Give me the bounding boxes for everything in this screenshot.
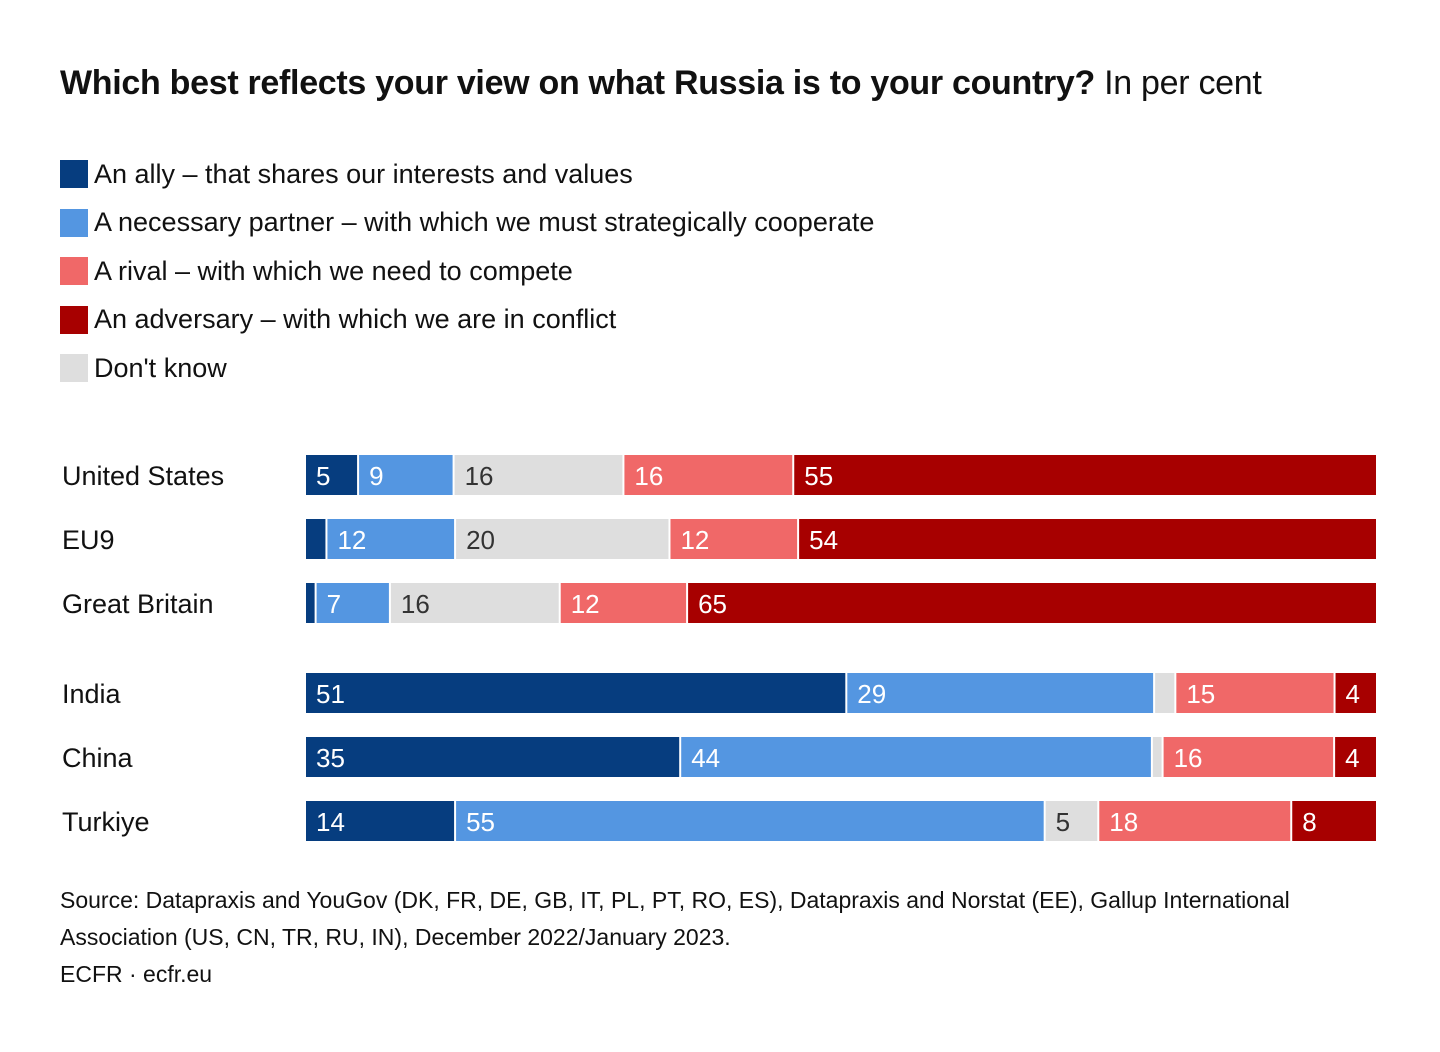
row-label-india: India	[62, 679, 122, 709]
legend-label-ally: An ally – that shares our interests and …	[94, 158, 633, 189]
legend-label-adversary: An adversary – with which we are in conf…	[94, 304, 617, 335]
footer: Source: Datapraxis and YouGov (DK, FR, D…	[60, 882, 1360, 993]
bar-segment-china-partner	[681, 737, 1151, 777]
value-label-india-rival: 15	[1186, 679, 1215, 709]
legend-swatch-rival	[60, 257, 88, 286]
bar-segment-china-dontknow	[1152, 737, 1162, 777]
bar-segment-united-states-rival	[624, 455, 793, 495]
bar-segment-united-states-ally	[306, 455, 358, 495]
bar-segment-india-partner	[847, 673, 1154, 713]
bar-segment-china-adversary	[1335, 737, 1376, 777]
value-label-united-states-partner: 9	[369, 461, 383, 491]
legend-label-partner: A necessary partner – with which we must…	[94, 207, 875, 238]
bar-segment-india-ally	[306, 673, 846, 713]
value-label-turkiye-dontknow: 5	[1056, 807, 1070, 837]
bar-segment-great-britain-adversary	[688, 583, 1376, 623]
legend-item-ally: An ally – that shares our interests and …	[60, 150, 874, 199]
bar-segment-united-states-dontknow	[454, 455, 623, 495]
legend-label-dontknow: Don't know	[94, 352, 227, 383]
bar-segment-eu9-adversary	[799, 519, 1376, 559]
bar-segment-turkiye-ally	[306, 801, 455, 841]
value-label-eu9-rival: 12	[680, 525, 709, 555]
value-label-united-states-ally: 5	[316, 461, 330, 491]
bar-segment-eu9-dontknow	[456, 519, 669, 559]
value-label-eu9-dontknow: 20	[466, 525, 495, 555]
chart-title-main: Which best reflects your view on what Ru…	[60, 64, 1095, 102]
bar-segment-turkiye-dontknow	[1045, 801, 1098, 841]
bar-segment-united-states-partner	[359, 455, 453, 495]
row-label-great-britain: Great Britain	[62, 589, 214, 619]
value-label-great-britain-adversary: 65	[698, 589, 727, 619]
chart-title-sub: In per cent	[1104, 64, 1262, 102]
value-label-china-partner: 44	[691, 743, 720, 773]
credit: ECFR · ecfr.eu	[60, 961, 213, 987]
legend: An ally – that shares our interests and …	[60, 150, 874, 393]
bar-segment-great-britain-rival	[560, 583, 687, 623]
legend-item-rival: A rival – with which we need to compete	[60, 247, 874, 296]
value-label-india-adversary: 4	[1346, 679, 1360, 709]
bar-segment-india-rival	[1176, 673, 1334, 713]
legend-swatch-dontknow	[60, 354, 88, 383]
legend-swatch-partner	[60, 208, 88, 237]
legend-item-adversary: An adversary – with which we are in conf…	[60, 296, 874, 345]
bar-segment-turkiye-adversary	[1292, 801, 1376, 841]
bar-segment-turkiye-partner	[456, 801, 1044, 841]
chart-title: Which best reflects your view on what Ru…	[60, 64, 1262, 103]
value-label-turkiye-adversary: 8	[1302, 807, 1316, 837]
bar-segment-eu9-rival	[670, 519, 798, 559]
source-note: Source: Datapraxis and YouGov (DK, FR, D…	[60, 887, 1290, 950]
value-label-eu9-adversary: 54	[809, 525, 838, 555]
legend-swatch-ally	[60, 160, 88, 189]
bar-segment-united-states-adversary	[794, 455, 1376, 495]
row-label-eu9: EU9	[62, 525, 115, 555]
bar-segment-great-britain-dontknow	[390, 583, 559, 623]
bar-segment-great-britain-ally	[306, 583, 315, 623]
legend-item-partner: A necessary partner – with which we must…	[60, 199, 874, 248]
value-label-eu9-partner: 12	[337, 525, 366, 555]
value-label-united-states-dontknow: 16	[465, 461, 494, 491]
bar-segment-india-adversary	[1335, 673, 1376, 713]
value-label-great-britain-dontknow: 16	[401, 589, 430, 619]
row-label-china: China	[62, 743, 134, 773]
value-label-great-britain-rival: 12	[571, 589, 600, 619]
value-label-turkiye-rival: 18	[1109, 807, 1138, 837]
value-label-india-partner: 29	[857, 679, 886, 709]
bar-segment-eu9-partner	[327, 519, 455, 559]
value-label-turkiye-ally: 14	[316, 807, 345, 837]
bar-segment-china-ally	[306, 737, 680, 777]
bar-segment-turkiye-rival	[1099, 801, 1291, 841]
value-label-united-states-adversary: 55	[804, 461, 833, 491]
value-label-united-states-rival: 16	[634, 461, 663, 491]
legend-label-rival: A rival – with which we need to compete	[94, 255, 573, 286]
value-label-india-ally: 51	[316, 679, 345, 709]
value-label-china-adversary: 4	[1345, 743, 1359, 773]
value-label-turkiye-partner: 55	[466, 807, 495, 837]
bar-segment-india-dontknow	[1155, 673, 1175, 713]
row-label-united-states: United States	[62, 461, 224, 491]
bar-segment-china-rival	[1163, 737, 1334, 777]
bar-segment-eu9-ally	[306, 519, 326, 559]
value-label-china-ally: 35	[316, 743, 345, 773]
legend-swatch-adversary	[60, 305, 88, 334]
bar-segment-great-britain-partner	[316, 583, 389, 623]
row-label-turkiye: Turkiye	[62, 807, 150, 837]
legend-item-dontknow: Don't know	[60, 344, 874, 393]
value-label-china-rival: 16	[1174, 743, 1203, 773]
value-label-great-britain-partner: 7	[327, 589, 341, 619]
